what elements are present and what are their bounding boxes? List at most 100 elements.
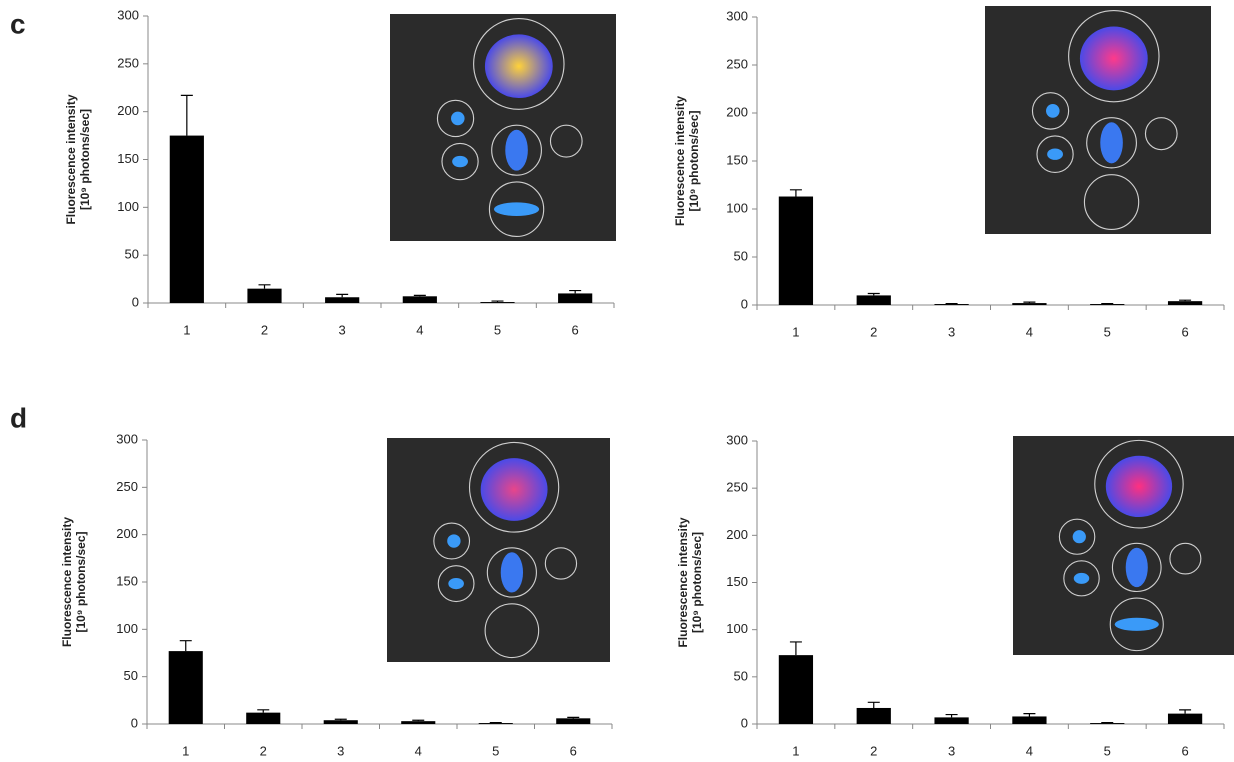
x-tick-label: 6 <box>1181 743 1188 758</box>
y-tick-label: 300 <box>726 8 748 23</box>
organ-ring <box>436 99 475 138</box>
y-tick-label: 150 <box>726 574 748 589</box>
x-tick-label: 2 <box>870 743 877 758</box>
organ-ring <box>1063 560 1100 597</box>
bar <box>934 304 969 305</box>
y-tick-label: 100 <box>117 199 139 214</box>
bar <box>1012 303 1047 305</box>
x-tick-label: 6 <box>1181 324 1188 339</box>
y-axis-label: Fluorescence intensity <box>64 94 78 224</box>
organ-ring <box>437 565 475 603</box>
organ-ring <box>549 124 583 158</box>
organ-ring <box>544 547 578 580</box>
error-bar <box>413 294 426 297</box>
fluorescence-signal <box>448 578 464 590</box>
bar <box>247 288 282 303</box>
organ-ring <box>1169 542 1202 575</box>
panel-label: d <box>10 402 27 433</box>
error-bar <box>179 640 192 652</box>
error-bar <box>491 300 504 303</box>
x-tick-label: 2 <box>260 743 267 758</box>
y-tick-label: 0 <box>741 296 748 311</box>
fluorescence-signal <box>500 552 524 593</box>
inset-image <box>387 438 610 662</box>
y-tick-label: 200 <box>117 103 139 118</box>
x-tick-label: 5 <box>1104 743 1111 758</box>
error-bar <box>789 189 802 197</box>
error-bar <box>945 713 958 718</box>
organ-ring <box>484 603 540 659</box>
y-tick-label: 300 <box>116 431 138 446</box>
y-tick-label: 100 <box>726 200 748 215</box>
error-bar <box>867 292 880 296</box>
fluorescence-signal <box>505 129 528 171</box>
y-tick-label: 300 <box>726 432 748 447</box>
organ-ring <box>488 181 545 238</box>
y-tick-label: 250 <box>726 56 748 71</box>
error-bar <box>867 701 880 708</box>
x-tick-label: 3 <box>948 324 955 339</box>
x-tick-label: 5 <box>494 322 501 337</box>
fluorescence-signal <box>1125 547 1148 588</box>
bar <box>856 707 891 724</box>
x-tick-label: 3 <box>339 322 346 337</box>
fluorescence-signal <box>1079 26 1148 91</box>
x-tick-label: 1 <box>792 324 799 339</box>
organ-ring <box>1086 117 1137 169</box>
y-tick-label: 50 <box>734 668 748 683</box>
fluorescence-signal <box>452 155 468 168</box>
error-bar <box>334 718 347 721</box>
organ-ring <box>1094 439 1184 529</box>
bar <box>934 717 969 724</box>
y-axis-label: Fluorescence intensity <box>676 517 690 647</box>
y-tick-label: 50 <box>734 248 748 263</box>
y-tick-label: 0 <box>131 715 138 730</box>
y-tick-label: 50 <box>124 668 138 683</box>
fluorescence-signal <box>1047 148 1063 160</box>
bar <box>401 721 436 724</box>
error-bar <box>412 719 425 722</box>
error-bar <box>1179 709 1192 714</box>
organ-ring <box>491 124 542 176</box>
bar <box>1167 713 1203 724</box>
x-tick-label: 6 <box>572 322 579 337</box>
fluorescence-signal <box>451 111 465 126</box>
organ-ring <box>1068 9 1160 103</box>
organ-ring <box>1109 597 1164 652</box>
bar <box>169 135 204 303</box>
organ-ring <box>468 441 560 533</box>
x-tick-label: 4 <box>1026 743 1033 758</box>
bar <box>323 720 358 724</box>
bar <box>480 302 515 303</box>
error-bar <box>180 94 193 136</box>
bar <box>778 196 814 305</box>
error-bar <box>258 284 271 289</box>
bar <box>1090 723 1125 724</box>
y-axis-label: [10⁹ photons/sec] <box>78 109 92 210</box>
x-tick-label: 2 <box>261 322 268 337</box>
x-tick-label: 3 <box>948 743 955 758</box>
y-tick-label: 200 <box>726 527 748 542</box>
x-tick-label: 4 <box>1026 324 1033 339</box>
y-axis-label: Fluorescence intensity <box>673 96 687 226</box>
y-tick-label: 50 <box>125 247 139 262</box>
organ-ring <box>1058 518 1096 555</box>
y-tick-label: 250 <box>117 55 139 70</box>
bar <box>856 295 891 305</box>
error-bar <box>336 293 349 298</box>
bar <box>1167 301 1203 305</box>
organ-ring <box>1144 117 1178 151</box>
organ-ring <box>433 522 471 560</box>
bar <box>556 718 591 724</box>
inset-image <box>985 6 1211 234</box>
organ-ring <box>1036 135 1074 174</box>
y-axis-label: [10⁹ photons/sec] <box>690 532 704 633</box>
y-tick-label: 150 <box>116 573 138 588</box>
organ-ring <box>1111 542 1162 593</box>
x-tick-label: 5 <box>1104 324 1111 339</box>
organ-ring <box>441 142 479 181</box>
bar <box>246 712 281 724</box>
fluorescence-signal <box>1073 572 1090 584</box>
x-tick-label: 1 <box>182 743 189 758</box>
